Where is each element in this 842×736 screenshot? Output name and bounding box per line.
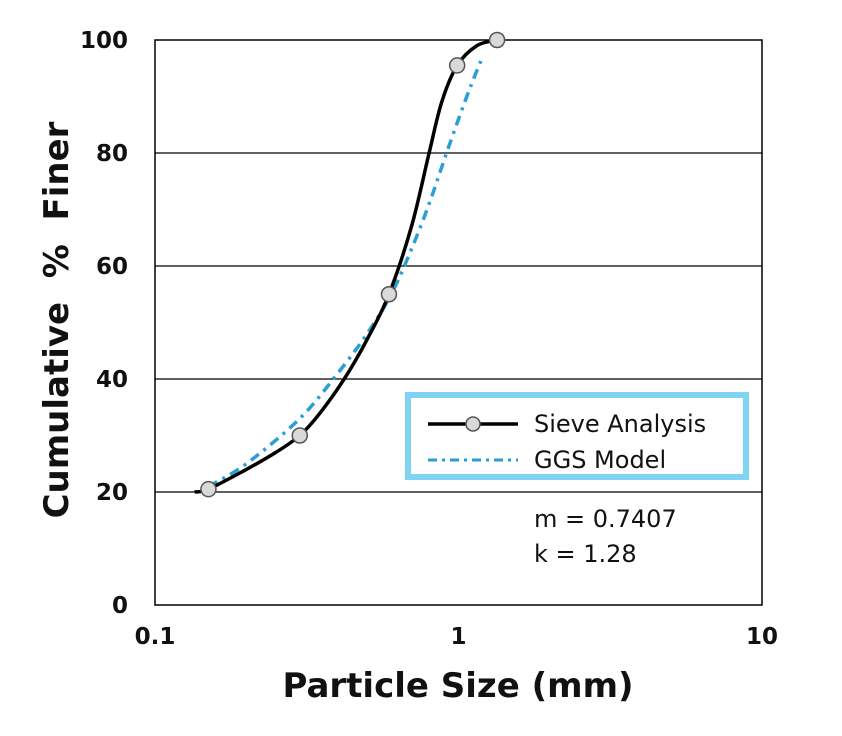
legend: Sieve Analysis GGS Model [405,392,749,480]
gridlines [155,152,762,493]
y-axis-title: Cumulative % Finer [37,121,77,518]
x-tick-label: 0.1 [135,624,176,650]
sieve-analysis-point [448,57,466,74]
y-tick-label: 80 [96,141,128,167]
x-tick-label: 10 [746,624,778,650]
legend-sieve-marker [465,416,481,432]
legend-ggs-label: GGS Model [534,446,666,474]
tick-labels: 0 20 40 60 80 100 0.1 1 10 [80,28,778,650]
sieve-analysis-point [488,31,506,49]
sieve-analysis-point [291,427,309,444]
series-sieve-analysis-line [194,38,498,494]
legend-sieve-label: Sieve Analysis [534,410,706,438]
y-tick-label: 20 [96,480,128,506]
legend-border [405,392,749,480]
series-layer [194,38,498,494]
x-axis-title: Particle Size (mm) [282,666,633,706]
y-tick-label: 40 [96,367,128,393]
sieve-analysis-point [380,286,398,303]
x-tick-label: 1 [450,624,466,650]
plot-area-frame [154,39,763,606]
y-tick-label: 60 [96,254,128,280]
annotation-k: k = 1.28 [534,540,637,568]
markers-layer [200,31,506,498]
y-tick-label: 100 [80,28,128,54]
series-ggs-model-line [207,56,485,488]
annotation-m: m = 0.7407 [534,505,677,533]
sieve-analysis-point [200,480,217,498]
y-tick-label: 0 [112,593,128,619]
